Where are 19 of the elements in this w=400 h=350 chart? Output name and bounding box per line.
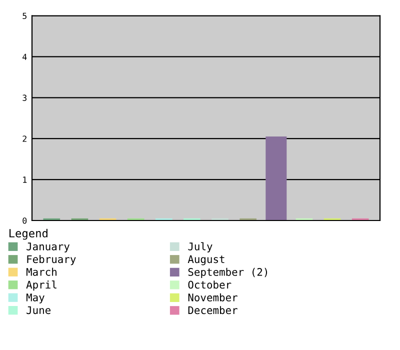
y-tick-label: 1 [23, 176, 27, 183]
legend-label: January [26, 242, 70, 252]
legend-label: February [27, 255, 76, 266]
legend-title: Legend [9, 228, 48, 240]
legend-label: July [188, 242, 212, 252]
y-tick-label: 3 [22, 94, 27, 101]
y-tick-label: 2 [22, 136, 26, 142]
legend-label: June [26, 306, 51, 314]
legend-label: August [188, 255, 224, 266]
legend-label: March [26, 268, 56, 276]
legend-label: October [188, 280, 232, 289]
legend-label: November [188, 293, 238, 302]
y-tick-label: 5 [22, 12, 26, 20]
y-tick-label: 4 [22, 54, 27, 60]
legend-label: December [188, 306, 238, 314]
y-tick-label: 0 [22, 218, 27, 224]
legend-label: May [26, 294, 44, 304]
legend-label: April [26, 280, 56, 291]
legend-label: September (2) [188, 268, 268, 278]
